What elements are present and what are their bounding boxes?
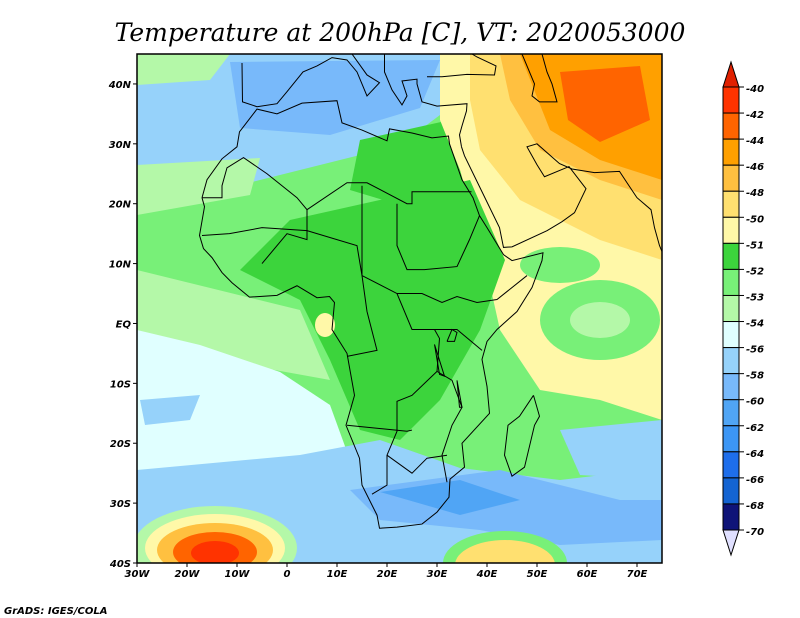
colorbar-label: -50 xyxy=(746,214,764,225)
coastline-or-border xyxy=(361,275,528,304)
colorbar-label: -51 xyxy=(746,240,764,251)
colorbar-box xyxy=(722,268,740,296)
colorbar-box xyxy=(722,112,740,140)
colorbar-under-triangle xyxy=(722,529,740,557)
y-tick-label: EQ xyxy=(116,319,132,330)
y-tick-label: 10S xyxy=(110,379,131,390)
y-tick-label: 40S xyxy=(109,559,131,570)
coastline-or-border xyxy=(201,227,378,357)
x-tick-label: 10W xyxy=(225,569,251,580)
colorbar: -40 -42 -44 -46 -48 -50 -51 -52 -53 -54 -56 -58 -60 -… xyxy=(722,60,764,557)
coastline-or-border xyxy=(384,54,468,147)
coastline-or-border xyxy=(346,424,413,432)
colorbar-box xyxy=(722,321,740,349)
colorbar-label: -62 xyxy=(746,423,764,434)
colorbar-label: -58 xyxy=(746,371,764,382)
colorbar-label: -52 xyxy=(746,266,764,277)
y-tick-label: 40N xyxy=(108,80,132,91)
colorbar-label: -64 xyxy=(746,449,764,460)
y-tick-label: 30S xyxy=(110,499,131,510)
coastline-or-border xyxy=(396,203,480,271)
coastline-or-border xyxy=(434,344,446,377)
coastline-or-border xyxy=(446,328,458,342)
colorbar-label: -40 xyxy=(746,84,764,95)
y-tick-label: 20N xyxy=(109,200,132,211)
colorbar-label: -54 xyxy=(746,319,764,330)
x-tick-label: 50E xyxy=(527,569,548,580)
coastline-or-border xyxy=(427,54,497,78)
x-tick-label: 30E xyxy=(427,569,448,580)
coastline-or-border xyxy=(261,209,308,264)
colorbar-box xyxy=(722,294,740,323)
x-tick-label: 0 xyxy=(284,569,291,580)
y-axis: 40N 30N 20N 10N EQ 10S 20S 30S 40S xyxy=(108,80,137,570)
colorbar-box xyxy=(722,216,740,244)
colorbar-label: -53 xyxy=(746,292,764,303)
colorbar-label: -48 xyxy=(746,188,764,199)
coastline-or-border xyxy=(521,54,558,103)
y-tick-label: 10N xyxy=(109,260,132,271)
colorbar-box xyxy=(722,503,740,531)
colorbar-over-triangle xyxy=(722,60,740,88)
colorbar-box xyxy=(722,242,740,270)
x-tick-label: 20W xyxy=(175,569,201,580)
colorbar-box xyxy=(722,399,740,427)
y-tick-label: 30N xyxy=(109,140,132,151)
y-tick-label: 20S xyxy=(110,439,131,450)
coastline-or-border xyxy=(434,328,483,351)
x-tick-label: 30W xyxy=(125,569,151,580)
coastline-or-border xyxy=(198,100,544,529)
plot-frame xyxy=(136,53,663,564)
colorbar-label: -46 xyxy=(746,162,764,173)
coastline-or-border xyxy=(371,293,441,495)
coastline-or-border xyxy=(241,54,381,108)
colorbar-label: -44 xyxy=(746,136,764,147)
colorbar-box xyxy=(722,190,740,218)
coastlines xyxy=(198,54,662,529)
x-tick-label: 10E xyxy=(327,569,348,580)
colorbar-label: -66 xyxy=(746,475,764,486)
colorbar-label: -60 xyxy=(746,397,764,408)
colorbar-box xyxy=(722,138,740,166)
colorbar-box xyxy=(722,164,740,192)
grads-credit: GrADS: IGES/COLA xyxy=(4,606,107,617)
x-axis: 30W 20W 10W 0 10E 20E 30E 40E 50E 60E 70E xyxy=(125,563,648,580)
colorbar-label: -68 xyxy=(746,501,764,512)
coastline-or-border xyxy=(386,454,448,474)
colorbar-box xyxy=(722,373,740,401)
colorbar-box xyxy=(722,86,740,114)
colorbar-label: -56 xyxy=(746,345,764,356)
colorbar-label: -70 xyxy=(746,527,764,538)
coastline-or-border xyxy=(202,156,472,211)
colorbar-box xyxy=(722,477,740,505)
x-tick-label: 60E xyxy=(577,569,598,580)
coastline-or-border xyxy=(461,143,662,252)
colorbar-box xyxy=(722,425,740,453)
x-tick-label: 20E xyxy=(377,569,398,580)
coastline-or-border xyxy=(436,370,463,483)
x-tick-label: 40E xyxy=(476,569,498,580)
colorbar-box xyxy=(722,347,740,375)
chart-title: Temperature at 200hPa [C], VT: 202005300… xyxy=(115,18,686,47)
x-tick-label: 70E xyxy=(627,569,648,580)
temperature-field xyxy=(137,54,662,563)
colorbar-label: -42 xyxy=(746,110,764,121)
colorbar-box xyxy=(722,451,740,479)
coastline-or-border xyxy=(456,380,463,408)
coastline-or-border xyxy=(503,395,541,477)
